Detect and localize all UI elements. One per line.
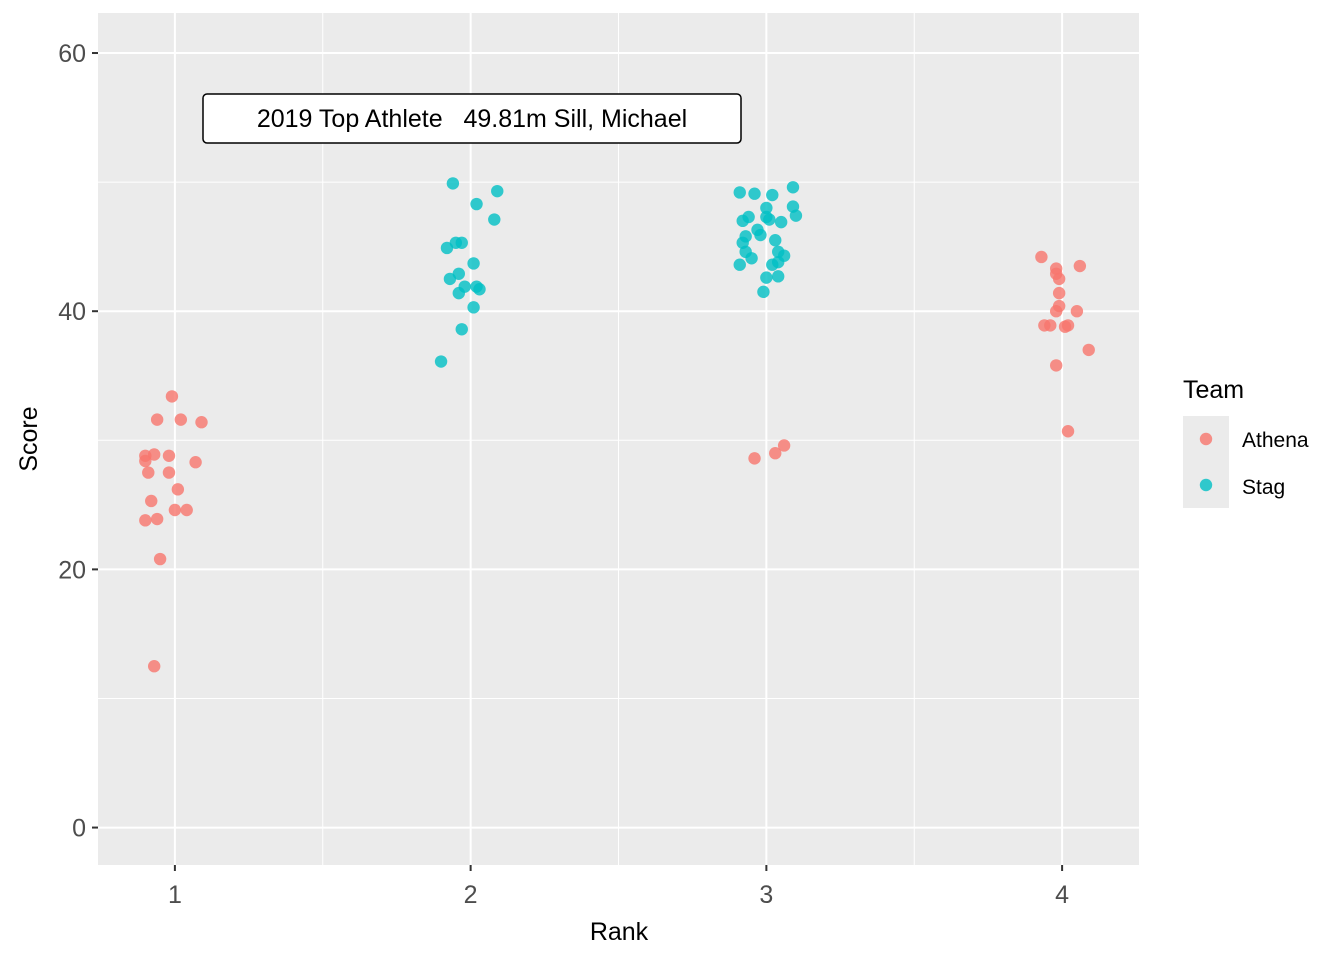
- data-point-stag: [455, 236, 468, 249]
- y-tick-label: 40: [58, 298, 86, 326]
- data-point-athena: [1070, 305, 1084, 318]
- x-tick-label: 1: [168, 881, 182, 909]
- data-point-stag: [789, 209, 803, 222]
- data-point-athena: [769, 447, 782, 460]
- data-point-athena: [165, 390, 179, 403]
- data-point-athena: [195, 416, 208, 429]
- data-point-athena: [1035, 250, 1048, 264]
- data-point-athena: [147, 448, 161, 461]
- data-point-stag: [786, 181, 800, 194]
- data-point-athena: [1082, 343, 1095, 357]
- y-tick-label: 0: [72, 815, 86, 843]
- data-point-athena: [162, 466, 176, 479]
- data-point-athena: [1061, 319, 1075, 332]
- data-point-stag: [443, 272, 457, 286]
- data-point-athena: [147, 660, 161, 673]
- data-point-stag: [757, 285, 770, 299]
- data-point-athena: [1052, 272, 1066, 286]
- data-point-athena: [1052, 286, 1066, 300]
- data-point-athena: [171, 483, 185, 496]
- data-point-athena: [748, 452, 761, 465]
- data-point-stag: [470, 197, 483, 211]
- data-point-athena: [150, 512, 164, 526]
- legend-marker-athena: [1199, 432, 1213, 446]
- data-point-athena: [189, 456, 202, 469]
- x-tick-label: 2: [464, 881, 478, 909]
- data-point-stag: [491, 184, 504, 198]
- data-point-athena: [168, 503, 182, 517]
- axis-ticks: 0 20 40 60 1 2 3 4: [58, 40, 1069, 909]
- data-point-stag: [766, 188, 779, 202]
- x-tick-label: 3: [759, 881, 773, 909]
- data-point-stag: [748, 187, 761, 200]
- data-point-stag: [771, 270, 785, 283]
- data-point-stag: [455, 323, 468, 336]
- data-point-stag: [467, 257, 480, 270]
- y-tick-label: 20: [58, 556, 86, 584]
- data-point-stag: [488, 213, 501, 226]
- data-point-stag: [452, 286, 466, 300]
- data-point-athena: [145, 494, 158, 508]
- data-point-athena: [150, 413, 164, 426]
- annotation-text: 2019 Top Athlete 49.81m Sill, Michael: [257, 105, 687, 133]
- legend-label-stag: Stag: [1242, 476, 1285, 499]
- data-point-stag: [434, 355, 448, 368]
- data-point-athena: [1061, 425, 1075, 438]
- legend: Team Athena Stag: [1183, 376, 1309, 508]
- data-point-athena: [174, 413, 188, 426]
- legend-title: Team: [1183, 376, 1244, 404]
- data-point-stag: [467, 301, 480, 314]
- grid-lines: [98, 13, 1139, 865]
- x-tick-label: 4: [1055, 881, 1069, 909]
- data-point-stag: [733, 258, 746, 271]
- annotation-label: 2019 Top Athlete 49.81m Sill, Michael: [202, 93, 742, 144]
- data-point-athena: [1049, 359, 1063, 372]
- data-points: [139, 177, 1095, 673]
- data-point-stag: [771, 255, 785, 269]
- data-point-stag: [733, 186, 746, 199]
- legend-marker-stag: [1199, 478, 1213, 492]
- data-point-stag: [473, 283, 486, 296]
- legend-label-athena: Athena: [1242, 429, 1309, 452]
- data-point-athena: [777, 439, 791, 452]
- y-tick-label: 60: [58, 40, 86, 68]
- data-point-athena: [1049, 305, 1063, 318]
- data-point-stag: [440, 241, 454, 255]
- y-axis-title: Score: [15, 406, 43, 471]
- data-point-stag: [774, 215, 788, 229]
- annotation-box: [202, 93, 742, 144]
- data-point-athena: [162, 449, 176, 462]
- data-point-stag: [760, 271, 773, 284]
- data-point-athena: [142, 466, 155, 479]
- data-point-stag: [742, 210, 755, 224]
- data-point-athena: [1044, 319, 1057, 332]
- data-point-athena: [180, 503, 193, 517]
- data-point-stag: [763, 213, 776, 226]
- data-point-stag: [745, 252, 758, 265]
- data-point-stag: [446, 177, 460, 190]
- data-point-stag: [760, 201, 773, 215]
- data-point-athena: [139, 454, 152, 468]
- data-point-stag: [769, 234, 782, 247]
- data-point-athena: [139, 514, 152, 527]
- data-point-athena: [153, 552, 167, 566]
- data-point-athena: [1073, 259, 1087, 273]
- x-axis-title: Rank: [590, 918, 649, 946]
- data-point-stag: [754, 228, 767, 242]
